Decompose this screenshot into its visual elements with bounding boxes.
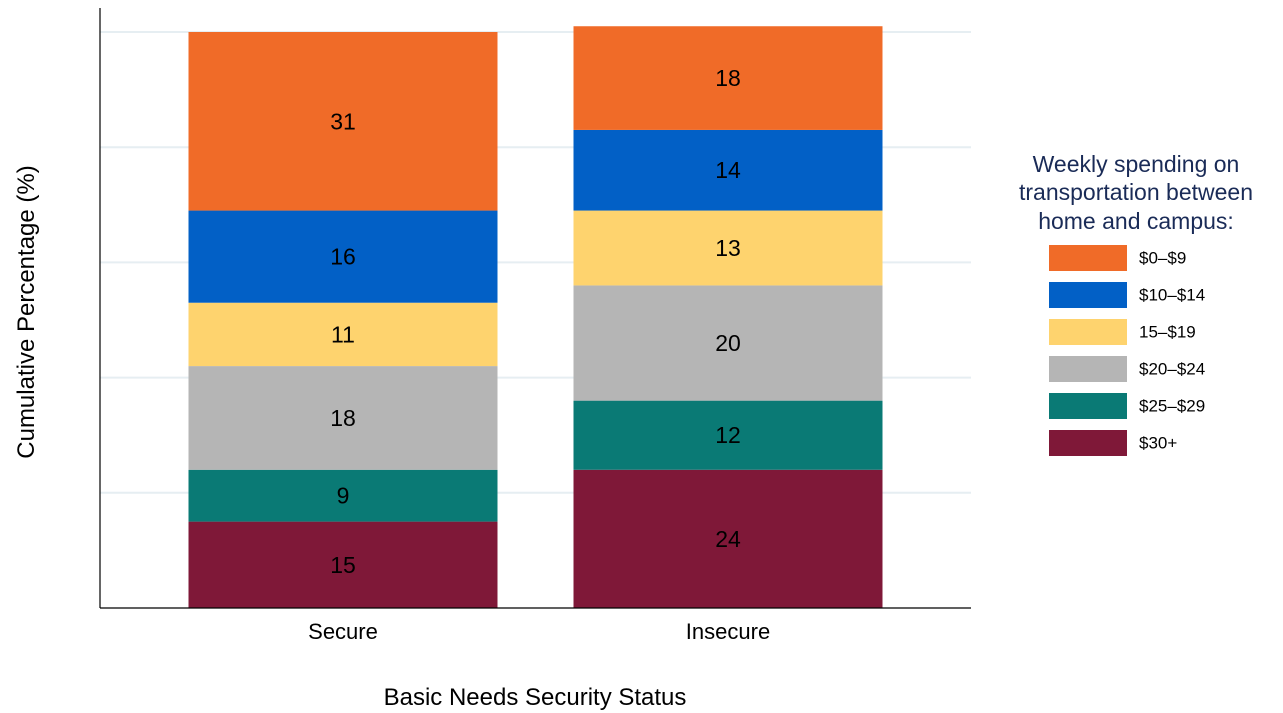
x-axis-label: Basic Needs Security Status xyxy=(384,684,687,711)
legend-swatch xyxy=(1049,430,1127,456)
bar-segment xyxy=(573,210,883,286)
legend-swatch xyxy=(1049,319,1127,345)
legend-label: $0–$9 xyxy=(1139,249,1186,268)
bar-segment xyxy=(188,469,498,522)
bar-value-label: 11 xyxy=(331,321,355,347)
bar-value-label: 20 xyxy=(715,330,741,356)
legend-swatch xyxy=(1049,393,1127,419)
bar-value-label: 15 xyxy=(330,552,356,578)
bar-segment xyxy=(188,32,498,211)
legend-label: 15–$19 xyxy=(1139,323,1196,342)
bars: 15 9 18 11 16 31 24 12 20 13 14 18 xyxy=(188,26,883,608)
legend-label: $10–$14 xyxy=(1139,286,1205,305)
bar-segment xyxy=(188,302,498,367)
bar-value-label: 13 xyxy=(715,235,741,261)
legend-swatch xyxy=(1049,356,1127,382)
legend-label: $20–$24 xyxy=(1139,360,1205,379)
bar-value-label: 18 xyxy=(715,65,741,91)
bar-segment xyxy=(188,210,498,303)
legend-swatch xyxy=(1049,245,1127,271)
bar-segment xyxy=(573,26,883,130)
bar-value-label: 14 xyxy=(715,157,741,183)
bar-value-label: 12 xyxy=(715,422,741,448)
x-tick-labels: Secure Insecure xyxy=(308,619,770,644)
bar-segment xyxy=(573,469,883,608)
bar-segment xyxy=(188,366,498,470)
x-tick-label: Secure xyxy=(308,619,378,644)
bar-segment xyxy=(573,285,883,401)
legend-title: Weekly spending on xyxy=(1033,151,1240,177)
legend-title: home and campus: xyxy=(1038,208,1234,234)
bar-value-label: 31 xyxy=(330,108,356,134)
bar-value-label: 9 xyxy=(337,483,350,509)
legend-label: $25–$29 xyxy=(1139,397,1205,416)
bar-segment xyxy=(573,400,883,470)
y-axis-label: Cumulative Percentage (%) xyxy=(13,165,40,458)
bar-value-label: 16 xyxy=(330,244,356,270)
axes xyxy=(99,8,971,609)
x-tick-label: Insecure xyxy=(686,619,770,644)
legend-title: transportation between xyxy=(1019,179,1253,205)
legend-swatch xyxy=(1049,282,1127,308)
bar-value-label: 24 xyxy=(715,526,741,552)
legend-label: $30+ xyxy=(1139,434,1177,453)
bar-segment xyxy=(188,521,498,608)
bar-segment xyxy=(573,129,883,211)
bar-value-label: 18 xyxy=(330,405,356,431)
